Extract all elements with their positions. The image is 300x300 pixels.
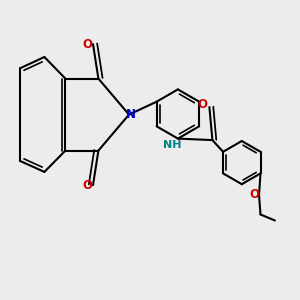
- Text: NH: NH: [163, 140, 182, 150]
- Text: O: O: [82, 38, 93, 51]
- Text: O: O: [250, 188, 260, 202]
- Text: O: O: [82, 178, 93, 192]
- Text: N: N: [125, 108, 136, 121]
- Text: O: O: [198, 98, 208, 111]
